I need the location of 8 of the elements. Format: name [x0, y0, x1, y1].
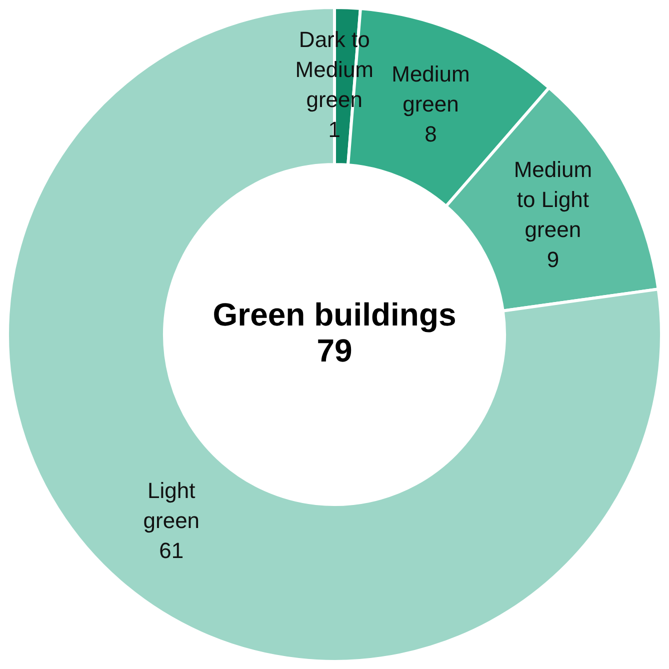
- data-label: 61: [159, 538, 184, 564]
- text: 79: [316, 332, 352, 368]
- slice-label: Medium to Light green: [514, 157, 592, 242]
- slice-label: Medium green: [392, 61, 470, 116]
- data-label: 8: [424, 121, 437, 146]
- text: Green buildings: [212, 296, 456, 332]
- slice-label: Light green: [143, 478, 200, 534]
- data-label: 9: [546, 247, 560, 272]
